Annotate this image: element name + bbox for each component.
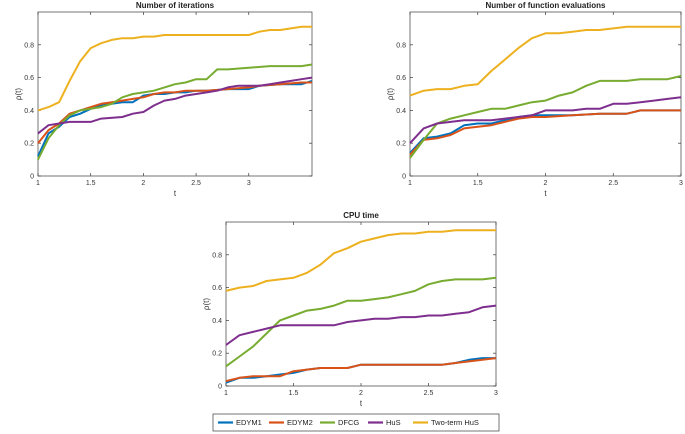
y-tick-label: 0.2	[212, 351, 222, 358]
legend-label: EDYM2	[287, 418, 313, 427]
x-tick-label: 2.5	[608, 180, 618, 187]
x-tick-label: 2	[544, 180, 548, 187]
y-axis-label: ρ(t)	[202, 298, 211, 310]
series-line-two-term-hus	[409, 25, 681, 97]
x-tick-label: 1	[36, 180, 40, 187]
series-line-dfcg	[225, 276, 497, 368]
x-tick-label: 2.5	[191, 180, 201, 187]
x-tick-label: 2.5	[424, 390, 434, 397]
x-tick-label: 2	[359, 390, 363, 397]
y-tick-label: 0	[30, 174, 34, 181]
x-tick-label: 3	[494, 390, 498, 397]
y-tick-label: 0.6	[212, 285, 222, 292]
chart-title: Number of function evaluations	[485, 1, 606, 10]
series-line-dfcg	[37, 63, 313, 161]
y-axis-label: ρ(t)	[386, 88, 395, 100]
y-tick-label: 0.2	[24, 141, 34, 148]
chart-panel-3: CPU time 1 1.5 2 2.5 3 0 0.2 0.4 0.6 0.8 t ρ(t)	[202, 211, 498, 408]
y-tick-label: 0.4	[212, 318, 222, 325]
y-tick-label: 0.4	[396, 108, 406, 115]
plot-area	[37, 11, 313, 177]
y-tick-label: 0.8	[24, 42, 34, 49]
y-tick-label: 0.2	[396, 141, 406, 148]
legend-label: HuS	[386, 418, 401, 427]
y-tick-label: 0.8	[212, 252, 222, 259]
x-tick-label: 1.5	[473, 180, 483, 187]
chart-panel-1: Number of iterations 1 1.5 2 2.5 3 0 0.2 0.4 0.6 0…	[14, 1, 313, 198]
x-tick-label: 1	[224, 390, 228, 397]
y-axis-label: ρ(t)	[14, 88, 23, 100]
x-tick-label: 1.5	[289, 390, 299, 397]
y-tick-label: 0	[402, 174, 406, 181]
legend-label: Two-term HuS	[431, 418, 479, 427]
legend-box	[212, 413, 500, 432]
plot-area	[225, 221, 497, 387]
y-tick-label: 0.4	[24, 108, 34, 115]
x-axis-label: t	[174, 189, 177, 198]
x-tick-label: 1.5	[86, 180, 96, 187]
series-line-dfcg	[409, 75, 682, 159]
x-tick-label: 3	[247, 180, 251, 187]
series-line-two-term-hus	[225, 229, 496, 292]
chart-title: CPU time	[343, 211, 379, 220]
y-tick-label: 0.6	[24, 75, 34, 82]
series-line-hus	[37, 76, 313, 135]
y-tick-label: 0.6	[396, 75, 406, 82]
legend-label: EDYM1	[236, 418, 262, 427]
plot-area	[409, 11, 682, 177]
y-tick-label: 0	[218, 384, 222, 391]
chart-title: Number of iterations	[136, 1, 215, 10]
x-axis-label: t	[544, 189, 547, 198]
x-tick-label: 3	[679, 180, 683, 187]
series-line-hus	[409, 96, 682, 144]
series-line-edym2	[409, 109, 681, 156]
x-tick-label: 2	[141, 180, 145, 187]
x-axis-label: t	[360, 399, 363, 408]
series-line-hus	[225, 304, 497, 346]
legend-label: DFCG	[338, 418, 359, 427]
x-tick-label: 1	[408, 180, 412, 187]
series-line-two-term-hus	[37, 25, 312, 112]
legend: EDYM1 EDYM2 DFCG HuS Two-term HuS	[212, 413, 500, 432]
y-tick-label: 0.8	[396, 42, 406, 49]
chart-panel-2: Number of function evaluations 1 1.5 2 2.5 3 0…	[386, 1, 683, 198]
series-line-edym2	[225, 357, 497, 383]
